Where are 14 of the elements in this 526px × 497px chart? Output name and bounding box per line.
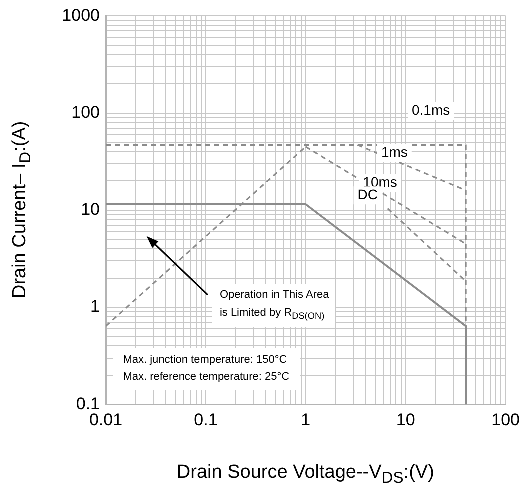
x-tick-label: 0.1	[194, 410, 218, 430]
x-tick-label: 10	[396, 410, 416, 430]
x-tick-label: 100	[492, 410, 520, 430]
y-tick-label: 100	[72, 102, 100, 122]
annotation: Max. reference temperature: 25°C	[123, 370, 290, 386]
annotation: Max. junction temperature: 150°C	[123, 353, 288, 368]
series-label: 1ms	[381, 144, 408, 160]
annotation: Operation in This Area is Limited by R$_{DS(ON)}$	[212, 284, 336, 328]
y-tick-label: 1000	[62, 6, 100, 25]
y-tick-label: 1	[90, 297, 100, 316]
series-label: 0.1ms	[412, 102, 450, 118]
y-tick-label: 10	[81, 200, 100, 220]
x-tick-label: 1	[301, 410, 311, 430]
x-axis-title: Drain Source Voltage--V$_{DS}$:(V)	[176, 462, 434, 488]
